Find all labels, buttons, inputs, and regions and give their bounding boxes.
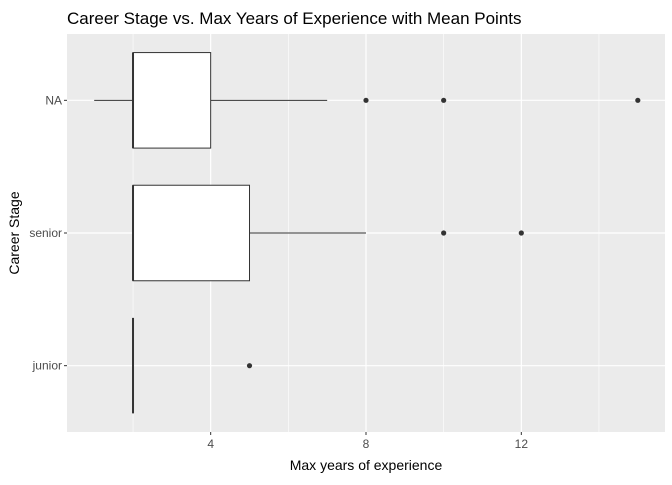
outlier-point xyxy=(441,97,447,103)
box-plots xyxy=(94,52,641,414)
x-tick-label: 4 xyxy=(207,437,214,451)
x-tick-label: 12 xyxy=(515,437,529,451)
y-tick-label: senior xyxy=(29,226,62,240)
outlier-point xyxy=(518,230,524,236)
box-iqr xyxy=(132,52,212,149)
x-axis-title: Max years of experience xyxy=(290,457,443,473)
outlier-point xyxy=(246,363,253,369)
y-tick-label: junior xyxy=(32,359,62,373)
y-axis-title: Career Stage xyxy=(6,191,22,274)
x-tick-label: 8 xyxy=(363,437,370,451)
axes: 4 8 12 NA senior junior xyxy=(29,93,528,451)
y-tick-label: NA xyxy=(45,93,62,107)
box-senior xyxy=(132,184,524,282)
outlier-point xyxy=(363,97,369,103)
outlier-point xyxy=(441,230,447,236)
box-na xyxy=(94,52,641,149)
chart-title: Career Stage vs. Max Years of Experience… xyxy=(67,9,522,28)
box-iqr xyxy=(132,184,251,282)
outlier-point xyxy=(635,97,641,103)
box-junior xyxy=(132,317,253,414)
